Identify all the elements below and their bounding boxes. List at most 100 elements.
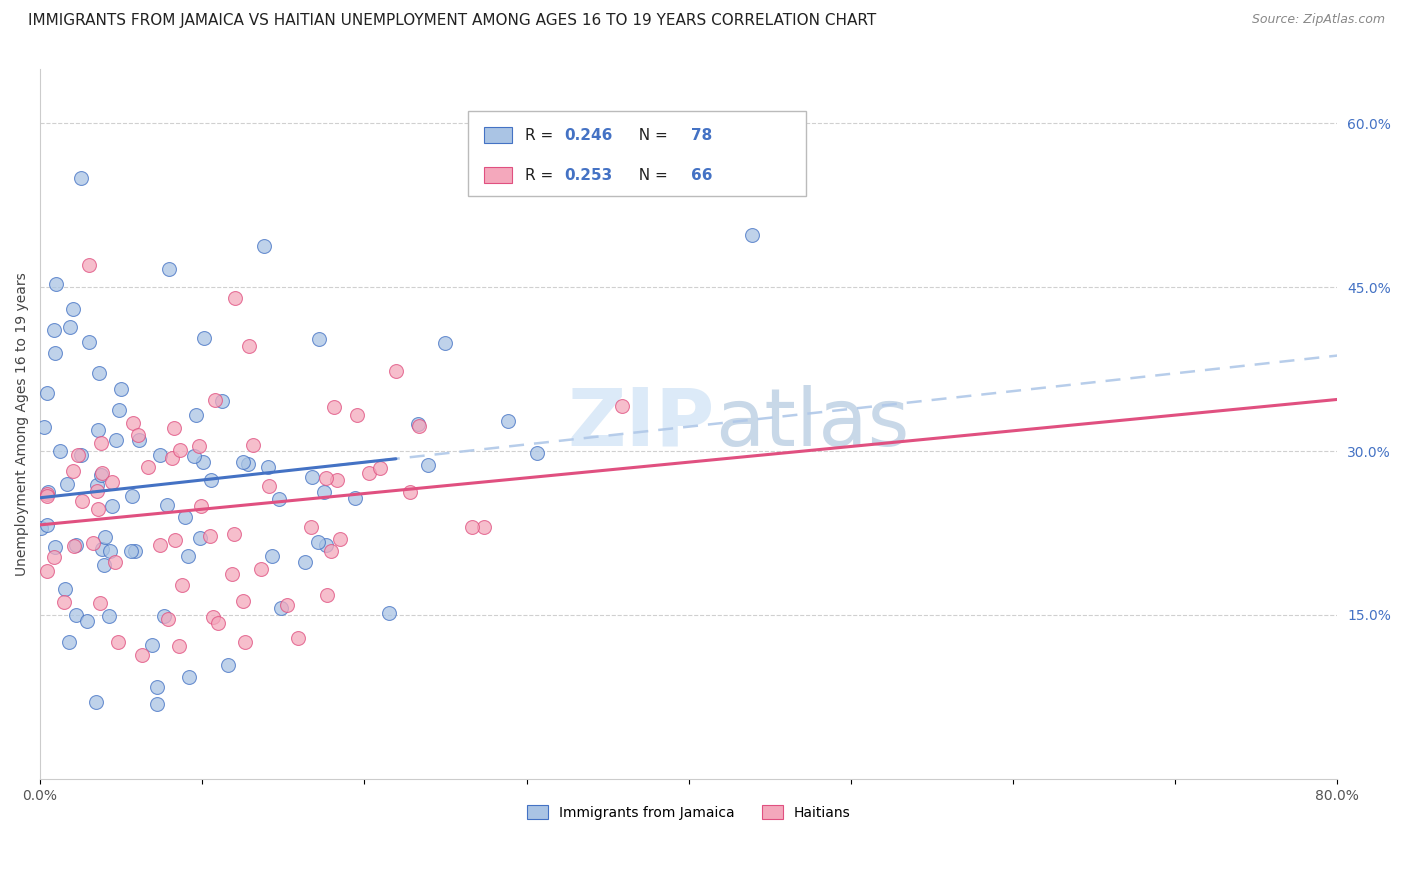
Point [91,541,114,556]
Point [136,460,159,475]
Point [221,567,243,582]
Point [131,648,153,662]
Point [224,291,246,305]
Point [193,331,215,345]
Point [287,632,309,646]
Point [76,614,98,628]
Text: N =: N = [628,168,672,183]
FancyBboxPatch shape [468,112,806,196]
Point [53,582,76,596]
Point [184,408,207,422]
Point [346,408,368,422]
Point [35,385,58,400]
Point [211,394,233,409]
Point [100,499,122,513]
Point [128,433,150,447]
Point [160,450,183,465]
Text: IMMIGRANTS FROM JAMAICA VS HAITIAN UNEMPLOYMENT AMONG AGES 16 TO 19 YEARS CORREL: IMMIGRANTS FROM JAMAICA VS HAITIAN UNEMP… [28,13,876,29]
Point [176,549,198,563]
Point [238,339,260,353]
FancyBboxPatch shape [484,128,512,143]
Point [63,539,86,553]
Point [198,529,221,543]
Point [67,448,90,462]
Point [307,535,329,549]
Point [201,609,224,624]
Point [70,494,93,508]
Point [472,520,495,534]
Point [461,520,484,534]
Point [53,594,76,608]
Point [157,262,180,277]
Point [418,458,440,473]
Text: atlas: atlas [714,384,910,463]
Point [344,491,367,505]
Point [156,612,179,626]
Text: 0.253: 0.253 [564,168,613,183]
Text: N =: N = [628,128,672,143]
Point [315,471,337,485]
Point [121,490,143,504]
Point [276,598,298,612]
Point [120,544,142,558]
Point [62,464,84,478]
Point [312,485,335,500]
Point [236,457,259,471]
Point [84,695,107,709]
Point [257,460,280,475]
Point [30,521,52,535]
Point [326,473,349,487]
Point [308,333,330,347]
Point [101,475,124,489]
Point [191,455,214,469]
Point [42,549,65,564]
Point [86,484,108,499]
Point [145,697,167,711]
Point [65,607,87,622]
Text: R =: R = [526,168,558,183]
Point [187,438,209,452]
Point [100,544,122,558]
Point [62,301,84,316]
Point [398,485,420,500]
Point [172,578,194,592]
Point [58,635,80,649]
Point [124,543,146,558]
Point [167,640,190,654]
Point [141,638,163,652]
Point [89,366,111,380]
Point [270,600,292,615]
Point [146,680,169,694]
Y-axis label: Unemployment Among Ages 16 to 19 years: Unemployment Among Ages 16 to 19 years [15,272,30,575]
Point [207,615,229,630]
Point [44,345,66,359]
Point [257,479,280,493]
Point [179,670,201,684]
Point [69,170,91,185]
Point [86,478,108,492]
Point [35,518,58,533]
Point [93,558,115,572]
Point [233,635,256,649]
Point [378,606,401,620]
Point [612,399,634,413]
Point [242,438,264,452]
Point [165,533,187,547]
Point [149,448,172,462]
Point [498,414,520,428]
Point [87,501,110,516]
Point [153,609,176,624]
Text: 66: 66 [692,168,713,183]
Point [70,448,93,462]
Point [94,530,117,544]
Point [406,417,429,431]
Point [90,467,112,482]
Text: R =: R = [526,128,558,143]
Point [408,419,430,434]
Point [32,419,55,434]
Point [260,549,283,563]
Point [188,531,211,545]
Point [301,470,323,484]
Point [368,461,391,475]
FancyBboxPatch shape [484,168,512,183]
